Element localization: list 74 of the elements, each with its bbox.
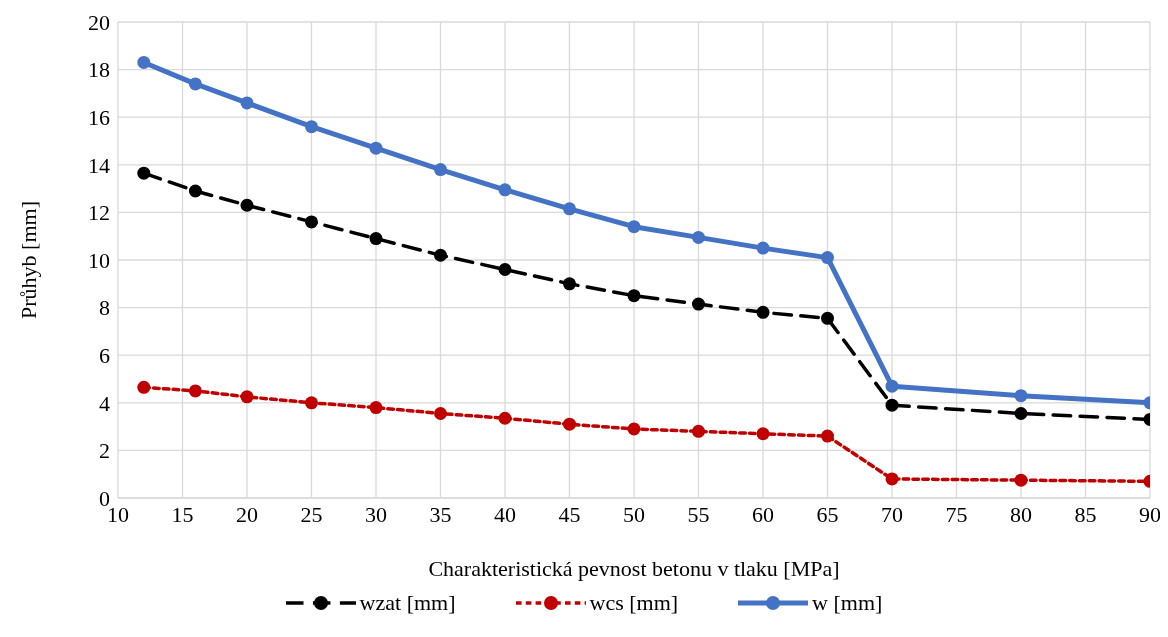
point [434, 407, 447, 421]
point [756, 427, 770, 441]
point [563, 277, 576, 291]
point [434, 163, 447, 177]
point [756, 241, 770, 255]
point [137, 166, 151, 180]
legend-label: wzat [mm] [359, 590, 456, 616]
point [305, 215, 318, 229]
point [1014, 389, 1028, 403]
y-tick-label: 10 [88, 247, 110, 273]
point [369, 141, 383, 155]
point [692, 297, 705, 311]
point [821, 251, 834, 265]
point [369, 232, 383, 246]
point [240, 390, 254, 404]
point [188, 384, 202, 398]
point [305, 396, 318, 410]
y-tick-label: 12 [88, 200, 110, 226]
point [885, 472, 899, 486]
x-tick-label: 55 [687, 501, 710, 527]
point [369, 401, 383, 415]
x-tick-label: 20 [236, 501, 258, 527]
point [1014, 473, 1028, 487]
legend-label: w [mm] [812, 590, 883, 616]
point [627, 220, 641, 234]
x-axis-title: Charakteristická pevnost betonu v tlaku [MPa] [428, 556, 840, 581]
y-tick-label: 4 [99, 390, 110, 416]
x-tick-label: 50 [623, 501, 645, 527]
x-tick-label: 85 [1074, 501, 1097, 527]
x-tick-label: 25 [300, 501, 323, 527]
point [885, 379, 899, 393]
x-tick-label: 90 [1139, 501, 1161, 527]
point [563, 202, 576, 216]
x-tick-label: 15 [171, 501, 194, 527]
point [498, 411, 512, 425]
x-tick-label: 70 [881, 501, 903, 527]
point [1014, 407, 1028, 421]
point [434, 248, 447, 262]
point [756, 305, 770, 319]
x-tick-label: 30 [365, 501, 387, 527]
point [137, 55, 151, 69]
point [692, 424, 705, 438]
point [240, 96, 254, 110]
point [692, 230, 705, 244]
x-tick-label: 80 [1010, 501, 1032, 527]
y-tick-label: 18 [88, 57, 110, 83]
y-tick-label: 8 [99, 295, 110, 321]
x-tick-label: 75 [945, 501, 968, 527]
point [885, 398, 899, 412]
y-tick-label: 6 [99, 343, 110, 369]
point [821, 311, 834, 325]
x-tick-label: 60 [752, 501, 774, 527]
point [188, 77, 202, 91]
x-tick-label: 45 [558, 501, 581, 527]
x-tick-label: 40 [494, 501, 516, 527]
point [137, 380, 151, 394]
y-tick-label: 16 [88, 105, 110, 131]
point [627, 422, 641, 436]
y-tick-label: 14 [88, 152, 110, 178]
point [188, 184, 202, 198]
point [821, 429, 834, 443]
point [498, 263, 512, 277]
point [498, 183, 512, 197]
x-tick-label: 35 [429, 501, 452, 527]
y-axis-title: Průhyb [mm] [15, 201, 41, 319]
y-tick-label: 20 [88, 9, 110, 35]
y-tick-label: 0 [99, 485, 110, 511]
point [563, 417, 576, 431]
y-tick-label: 2 [99, 438, 110, 464]
point [305, 120, 318, 134]
point [240, 198, 254, 212]
x-tick-label: 65 [816, 501, 839, 527]
point [627, 289, 641, 303]
legend-label: wcs [mm] [589, 590, 679, 616]
